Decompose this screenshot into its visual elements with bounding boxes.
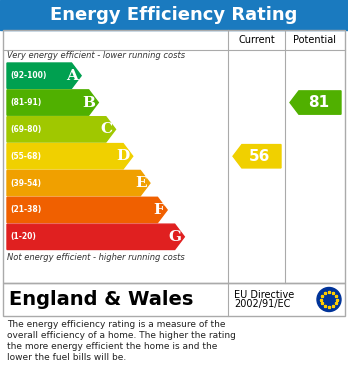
Text: England & Wales: England & Wales bbox=[9, 290, 193, 309]
Text: the more energy efficient the home is and the: the more energy efficient the home is an… bbox=[7, 342, 218, 351]
Polygon shape bbox=[7, 90, 98, 115]
Text: (1-20): (1-20) bbox=[10, 232, 36, 241]
Polygon shape bbox=[7, 63, 81, 88]
Text: 56: 56 bbox=[249, 149, 271, 164]
Text: Energy Efficiency Rating: Energy Efficiency Rating bbox=[50, 6, 298, 24]
Text: (55-68): (55-68) bbox=[10, 152, 41, 161]
Polygon shape bbox=[7, 143, 133, 169]
Polygon shape bbox=[233, 145, 281, 168]
Text: lower the fuel bills will be.: lower the fuel bills will be. bbox=[7, 353, 126, 362]
Text: Very energy efficient - lower running costs: Very energy efficient - lower running co… bbox=[7, 51, 185, 60]
Polygon shape bbox=[7, 117, 116, 142]
Polygon shape bbox=[7, 170, 150, 196]
Text: B: B bbox=[82, 95, 95, 109]
Text: Potential: Potential bbox=[293, 35, 337, 45]
Text: G: G bbox=[168, 230, 181, 244]
Text: (39-54): (39-54) bbox=[10, 179, 41, 188]
Bar bbox=[3, 30, 345, 283]
Text: E: E bbox=[135, 176, 147, 190]
Text: D: D bbox=[117, 149, 130, 163]
Text: A: A bbox=[66, 69, 78, 83]
Polygon shape bbox=[290, 91, 341, 114]
Text: overall efficiency of a home. The higher the rating: overall efficiency of a home. The higher… bbox=[7, 331, 236, 340]
Bar bbox=[0, 0, 348, 30]
Text: (92-100): (92-100) bbox=[10, 71, 46, 80]
Text: 81: 81 bbox=[308, 95, 329, 110]
Text: The energy efficiency rating is a measure of the: The energy efficiency rating is a measur… bbox=[7, 320, 226, 329]
Text: Current: Current bbox=[238, 35, 275, 45]
Text: F: F bbox=[153, 203, 164, 217]
Text: 2002/91/EC: 2002/91/EC bbox=[234, 300, 290, 310]
Text: Not energy efficient - higher running costs: Not energy efficient - higher running co… bbox=[7, 253, 185, 262]
Text: EU Directive: EU Directive bbox=[234, 291, 294, 301]
Polygon shape bbox=[7, 197, 167, 222]
Bar bbox=[3, 283, 345, 316]
Text: (69-80): (69-80) bbox=[10, 125, 41, 134]
Polygon shape bbox=[7, 224, 184, 249]
Text: (21-38): (21-38) bbox=[10, 205, 41, 215]
Text: C: C bbox=[101, 122, 112, 136]
Text: (81-91): (81-91) bbox=[10, 98, 41, 107]
Circle shape bbox=[317, 287, 341, 312]
